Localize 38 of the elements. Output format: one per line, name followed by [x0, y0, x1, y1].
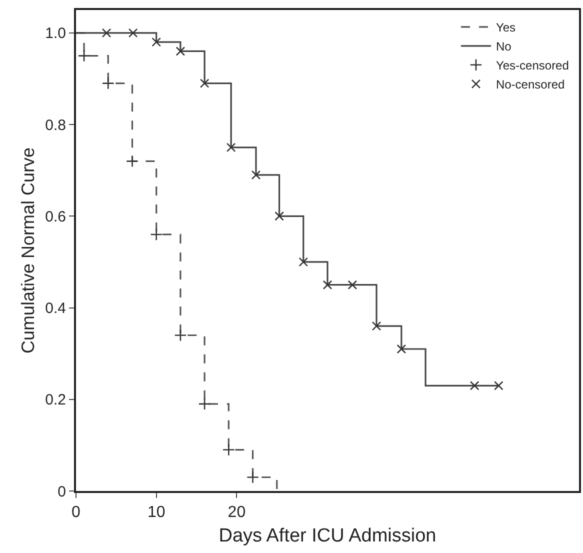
- y-axis-title: Cumulative Normal Curve: [18, 147, 38, 354]
- point: [200, 78, 210, 88]
- point: [174, 329, 187, 342]
- legend-label: No-censored: [496, 78, 565, 92]
- point: [198, 398, 211, 410]
- x-axis-title: Days After ICU Admission: [218, 526, 436, 546]
- point: [251, 170, 261, 180]
- y-tick-label: 1.0: [45, 25, 66, 42]
- point: [152, 37, 161, 47]
- point: [298, 257, 308, 267]
- point: [150, 228, 163, 241]
- point: [226, 142, 236, 152]
- point: [176, 46, 186, 56]
- point: [128, 28, 138, 38]
- point: [494, 380, 504, 390]
- y-tick-label: 0: [58, 483, 66, 500]
- point: [102, 77, 114, 90]
- point: [396, 344, 406, 354]
- x-tick-label: 0: [72, 504, 81, 522]
- x-tick-label: 10: [147, 504, 166, 522]
- point: [470, 380, 480, 390]
- point: [246, 471, 260, 484]
- x-tick-label: 20: [228, 504, 246, 522]
- legend-label: Yes-censored: [496, 58, 569, 73]
- point: [126, 154, 138, 168]
- point: [322, 280, 332, 290]
- legend-label: Yes: [496, 20, 516, 35]
- y-tick-label: 0.2: [45, 392, 66, 409]
- y-tick-label: 0.8: [45, 116, 66, 134]
- point: [274, 211, 284, 221]
- y-tick-label: 0.4: [45, 300, 66, 318]
- legend-label: No: [496, 40, 512, 54]
- y-tick-label: 0.6: [45, 208, 66, 226]
- point: [372, 321, 382, 331]
- point: [222, 444, 235, 456]
- point: [348, 280, 358, 290]
- point: [78, 50, 90, 62]
- point: [102, 28, 112, 38]
